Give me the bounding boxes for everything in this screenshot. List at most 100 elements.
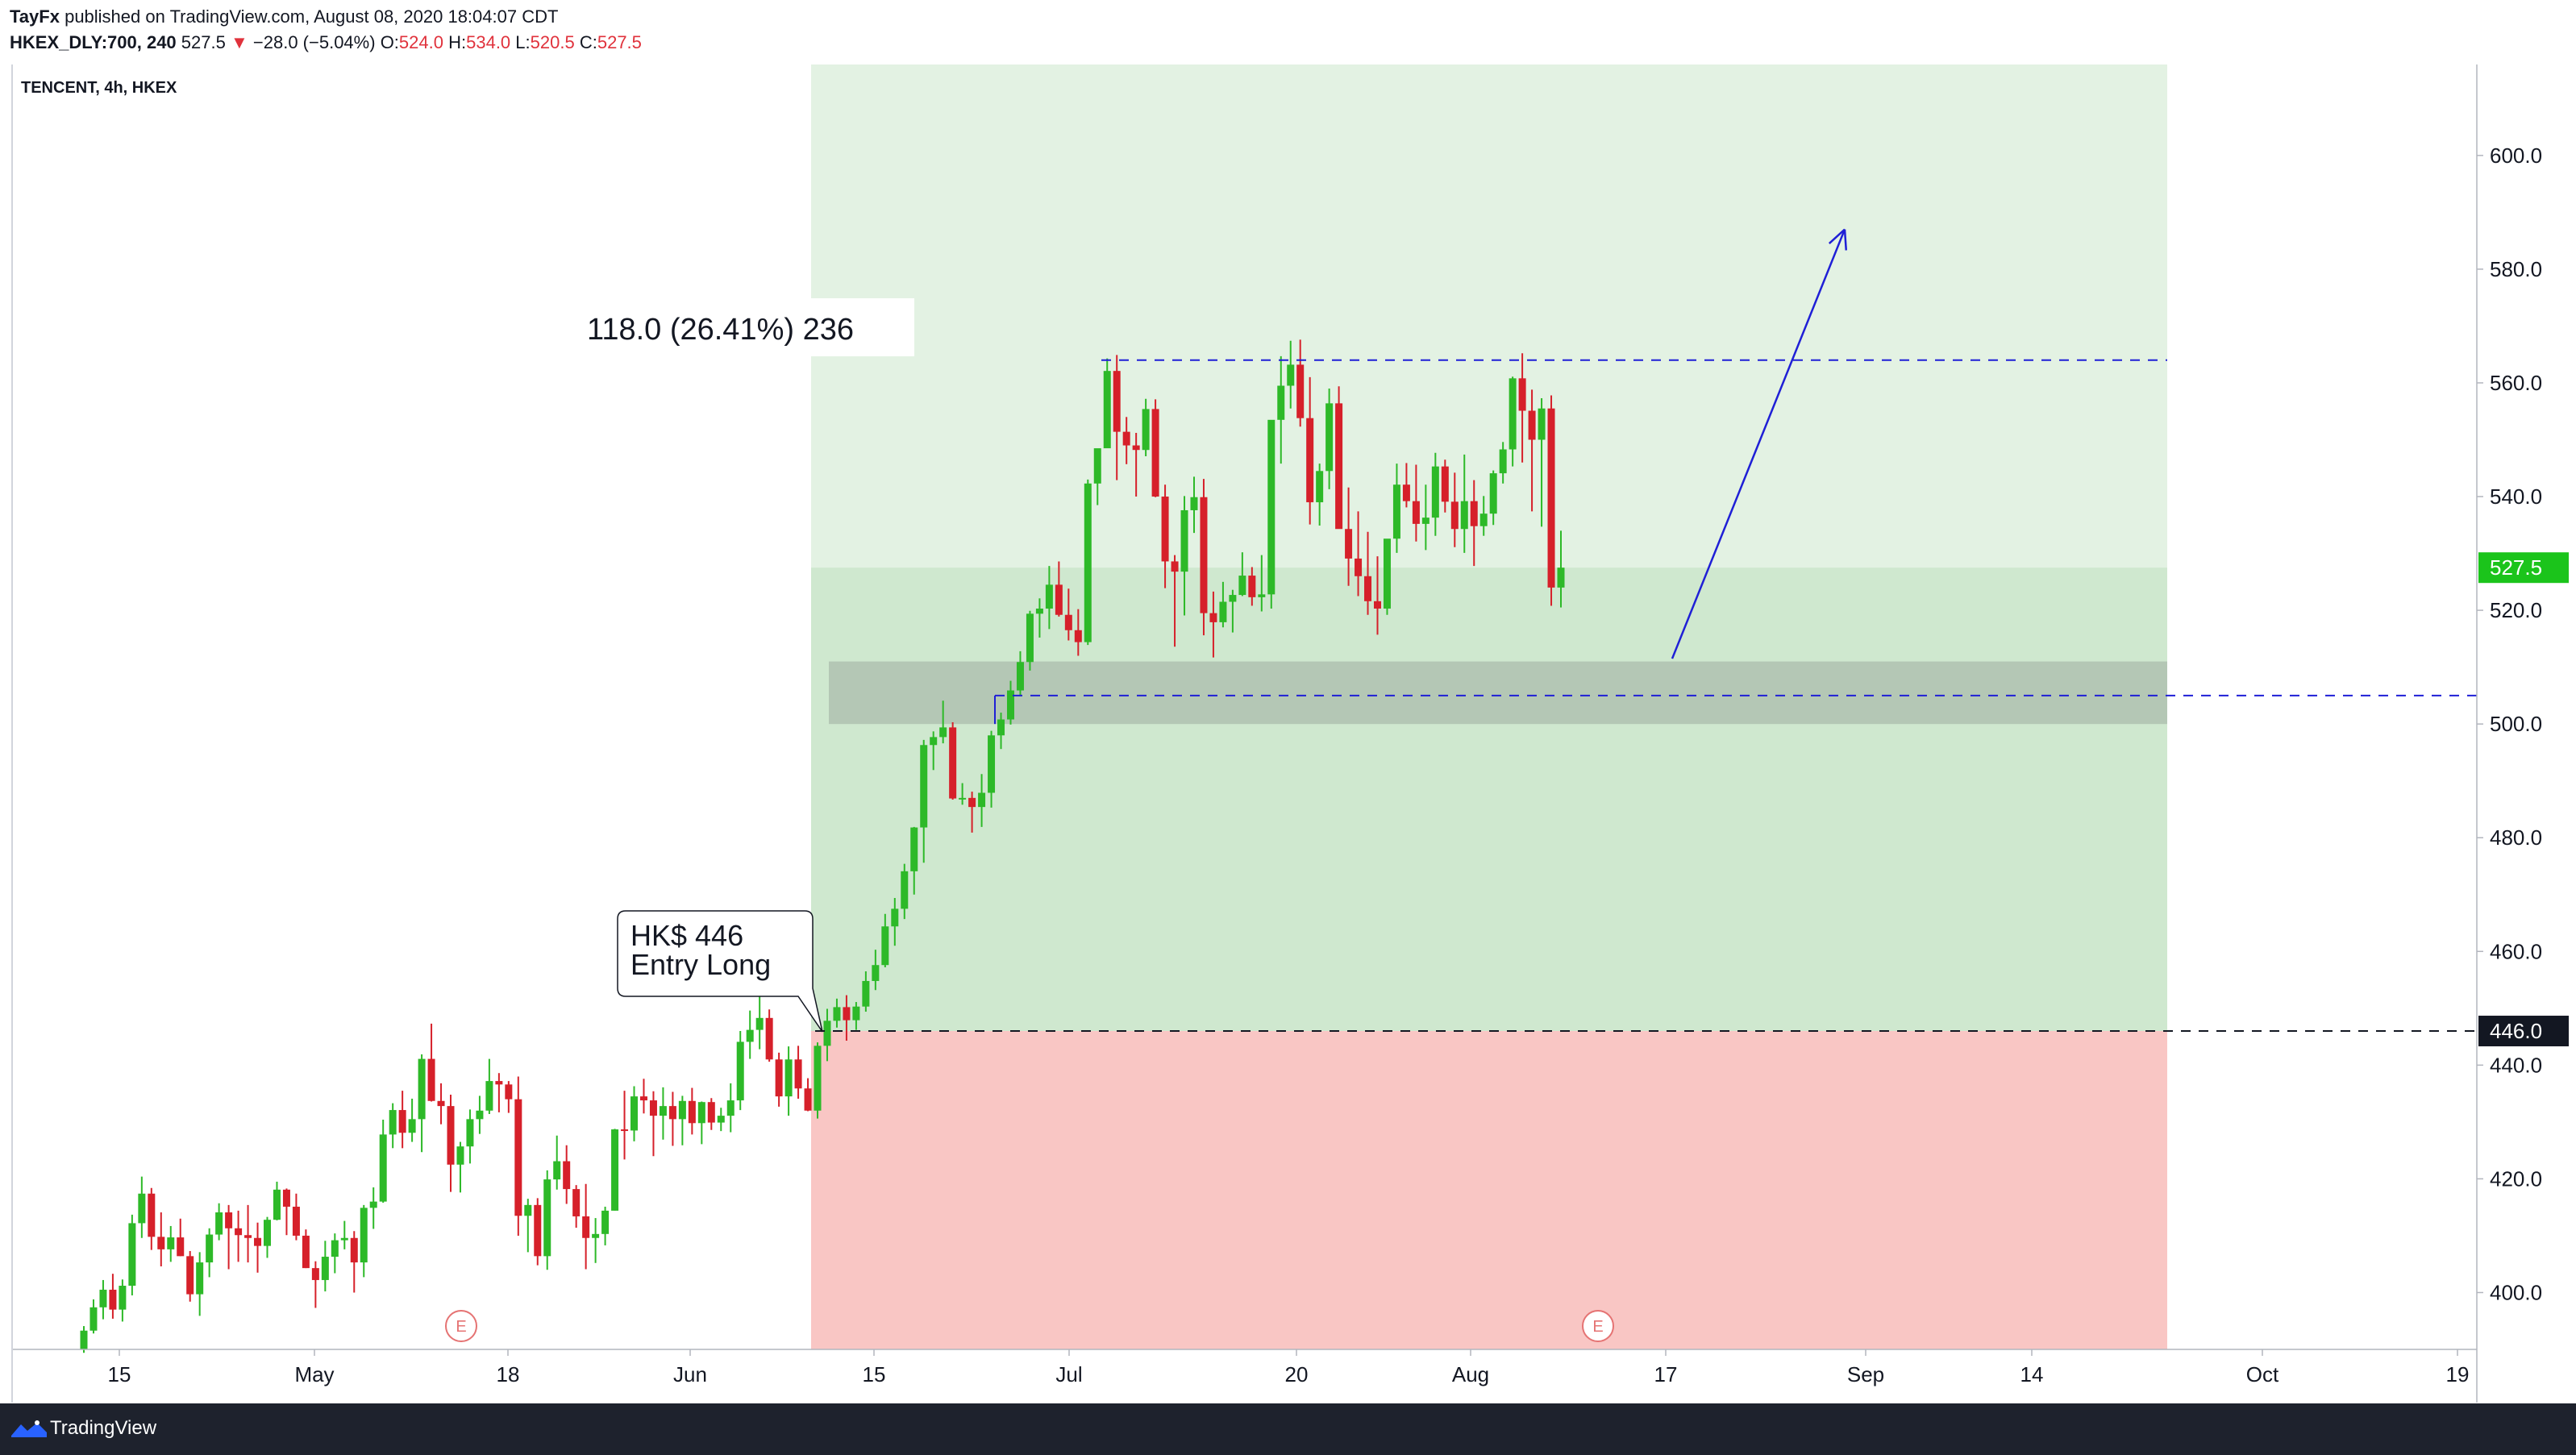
price-tick-label: 480.0: [2490, 825, 2542, 850]
profit-zone-inner: [811, 567, 2167, 1032]
published-text: published on TradingView.com, August 08,…: [65, 6, 559, 27]
price-chart[interactable]: 118.0 (26.41%) 236 HK$ 446 Entry Long E …: [13, 64, 2569, 1403]
candle-body: [1547, 408, 1555, 588]
candle-body: [939, 727, 947, 738]
candle-body: [476, 1110, 484, 1120]
earnings-marker-label: E: [1592, 1318, 1603, 1336]
support-zone: [829, 661, 2167, 725]
candle-body: [1499, 449, 1507, 474]
time-tick-label: 15: [863, 1362, 886, 1386]
candle-body: [369, 1201, 377, 1208]
candle-body: [514, 1099, 522, 1216]
earnings-marker[interactable]: E: [445, 1310, 477, 1342]
candle-body: [862, 980, 870, 1007]
candle-body: [1355, 558, 1363, 576]
candle-body: [1209, 613, 1217, 622]
candle-body: [1402, 484, 1410, 501]
candle-body: [109, 1289, 117, 1310]
candle-body: [1296, 364, 1305, 418]
candle-body: [1113, 371, 1121, 432]
current-price-text: 527.5: [2490, 555, 2542, 580]
price-tick-label: 600.0: [2490, 143, 2542, 168]
candle-body: [649, 1100, 657, 1116]
down-arrow-icon: ▼: [230, 32, 248, 52]
candle-body: [128, 1223, 136, 1287]
entry-price-label: 446.0: [2478, 1016, 2569, 1047]
candle-body: [1084, 483, 1092, 642]
candle-body: [930, 737, 938, 746]
time-tick-label: Jul: [1055, 1362, 1082, 1386]
candle-body: [697, 1102, 705, 1124]
price-axis[interactable]: 400.0 420.0 440.0 460.0 480.0 500.0 520.0 540.0…: [2477, 143, 2542, 1305]
candle-body: [814, 1046, 822, 1111]
candle-body: [1460, 501, 1468, 530]
candle-body: [572, 1189, 581, 1216]
candle-body: [1171, 561, 1179, 572]
price-change: −28.0 (−5.04%): [252, 32, 376, 52]
earnings-marker[interactable]: E: [1582, 1310, 1614, 1342]
candle-body: [1248, 576, 1256, 597]
candle-body: [910, 827, 918, 871]
time-tick-label: 19: [2446, 1362, 2470, 1386]
candle-body: [997, 719, 1005, 736]
candle-body: [1441, 466, 1449, 502]
candle-body: [177, 1237, 185, 1257]
price-tick-label: 560.0: [2490, 371, 2542, 395]
candle-body: [978, 792, 986, 808]
candle-body: [736, 1041, 744, 1101]
candle-body: [1132, 445, 1140, 451]
candle-body: [1509, 378, 1517, 450]
symbol-interval[interactable]: HKEX_DLY:700, 240: [10, 32, 177, 52]
candle-body: [389, 1110, 397, 1135]
candle-body: [1325, 403, 1334, 472]
entry-callout[interactable]: HK$ 446 Entry Long: [617, 910, 823, 1033]
entry-callout-text: Entry Long: [630, 948, 771, 981]
candle-body: [988, 735, 996, 793]
candle-body: [765, 1017, 773, 1060]
entry-callout-bg: [617, 910, 823, 1033]
candle-body: [1421, 518, 1429, 524]
tradingview-brand[interactable]: TradingView: [50, 1417, 157, 1439]
chart-pane[interactable]: 118.0 (26.41%) 236 HK$ 446 Entry Long E …: [11, 64, 2569, 1403]
projection-arrow[interactable]: [1671, 228, 1848, 659]
candle-body: [1151, 409, 1159, 497]
candle-body: [668, 1106, 676, 1120]
current-price-label: 527.5: [2478, 552, 2569, 584]
candle-body: [784, 1059, 793, 1097]
current-price-bg: [2478, 552, 2569, 584]
candle-body: [1161, 497, 1169, 562]
candle-body: [148, 1193, 156, 1237]
candle-body: [167, 1237, 175, 1249]
candle-body: [282, 1189, 290, 1207]
target-label: 118.0 (26.41%) 236: [577, 298, 914, 356]
time-axis[interactable]: 15 May 18 Jun 15 Jul 20 Aug 17 Sep 14 Oct 19: [108, 1349, 2470, 1386]
candle-body: [688, 1100, 696, 1124]
candle-body: [89, 1307, 98, 1331]
candle-body: [1219, 601, 1227, 622]
candle-body: [80, 1330, 88, 1349]
candle-body: [157, 1237, 165, 1249]
candle-body: [254, 1237, 262, 1246]
entry-price-bg: [2478, 1016, 2569, 1047]
publisher-name[interactable]: TayFx: [10, 6, 60, 27]
candle-body: [408, 1119, 416, 1133]
candle-body: [1479, 513, 1488, 526]
candle-body: [1277, 385, 1285, 420]
close-label: C:: [579, 32, 597, 52]
candle-body: [630, 1096, 639, 1131]
open-label: O:: [380, 32, 399, 52]
candle-body: [794, 1059, 802, 1089]
tradingview-logo-icon[interactable]: [10, 1420, 48, 1439]
candle-body: [717, 1116, 725, 1123]
time-tick-label: 14: [2020, 1362, 2044, 1386]
low-value: 520.5: [530, 32, 575, 52]
low-label: L:: [515, 32, 531, 52]
candle-body: [1412, 501, 1420, 524]
candle-body: [1364, 576, 1372, 601]
time-tick-label: 20: [1285, 1362, 1309, 1386]
candle-body: [235, 1228, 243, 1236]
footer-bar: TradingView: [0, 1403, 2576, 1455]
candle-body: [1316, 471, 1324, 503]
price-tick-label: 580.0: [2490, 257, 2542, 281]
price-tick-label: 500.0: [2490, 712, 2542, 736]
